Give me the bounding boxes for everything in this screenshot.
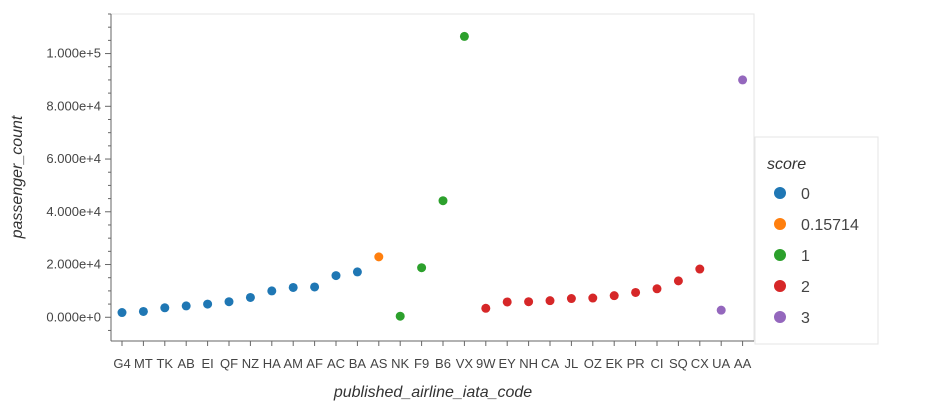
data-point [374,252,384,262]
x-tick-label: EK [606,356,624,371]
x-tick-label: MT [134,356,153,371]
data-point [566,294,576,304]
y-axis: 0.000e+0 2.000e+4 4.000e+4 6.000e+4 8.000e+4… [46,13,112,341]
x-tick-label: B6 [435,356,451,371]
y-axis-title: passenger_count [9,115,26,239]
y-tick-label: 1.000e+5 [46,46,101,61]
x-tick-label: AM [283,356,303,371]
data-point [545,296,555,306]
legend-marker [774,311,786,323]
legend-frame [754,136,879,345]
legend-label: 3 [801,310,810,327]
x-tick-label: TK [156,356,173,371]
x-tick-label: AF [306,356,323,371]
x-tick-label: UA [712,356,730,371]
x-tick-label: AA [734,356,752,371]
legend-items: 0 0.15714 1 2 3 [774,186,859,327]
x-tick-label: NZ [242,356,259,371]
legend-marker [774,280,786,292]
x-tick-label: EY [499,356,517,371]
data-point [138,306,148,316]
data-point [288,282,298,292]
data-point [417,263,427,273]
data-point [352,267,362,277]
data-point [267,286,277,296]
x-tick-label: AS [370,356,388,371]
data-points [117,31,748,321]
x-tick-label: NK [391,356,409,371]
data-point [160,303,170,313]
legend-label: 0.15714 [801,217,859,234]
y-tick-label: 4.000e+4 [46,204,101,219]
data-point [459,31,469,41]
x-axis-title: published_airline_iata_code [333,384,532,401]
x-tick-label: JL [565,356,579,371]
y-tick-label: 6.000e+4 [46,151,101,166]
x-tick-label: SQ [669,356,688,371]
x-tick-label: PR [627,356,645,371]
x-tick-label: 9W [476,356,496,371]
legend-marker [774,249,786,261]
data-point [438,196,448,206]
x-tick-label: AB [178,356,195,371]
data-point [631,287,641,297]
x-tick-label: AC [327,356,345,371]
x-tick-label: QF [220,356,238,371]
data-point [652,284,662,294]
legend-marker [774,187,786,199]
data-point [502,297,512,307]
x-tick-label: NH [519,356,538,371]
x-tick-label: VX [456,356,474,371]
data-point [524,297,534,307]
data-point [588,293,598,303]
y-tick-label: 0.000e+0 [46,309,101,324]
data-point [310,282,320,292]
data-point [203,299,213,309]
data-point [395,311,405,321]
data-point [331,271,341,281]
x-tick-label: CX [691,356,709,371]
legend: score 0 0.15714 1 2 3 [754,136,879,345]
x-tick-label: G4 [113,356,130,371]
x-tick-label: CI [651,356,664,371]
data-point [481,303,491,313]
data-point [117,308,127,318]
x-axis: G4 MT TK AB EI QF NZ HA AM AF AC BA AS NK F9 B6 VX 9W EY NH… [111,340,754,371]
x-tick-label: EI [201,356,213,371]
x-tick-label: BA [349,356,367,371]
x-tick-label: HA [263,356,281,371]
legend-label: 0 [801,186,810,203]
data-point [181,301,191,311]
data-point [609,291,619,301]
data-point [738,75,748,85]
y-tick-label: 8.000e+4 [46,98,101,113]
legend-label: 1 [801,248,810,265]
y-tick-label: 2.000e+4 [46,257,101,272]
x-tick-label: OZ [584,356,602,371]
data-point [695,264,705,274]
x-tick-label: CA [541,356,559,371]
data-point [245,292,255,302]
data-point [673,276,683,286]
legend-title: score [767,156,806,173]
data-point [224,297,234,307]
x-tick-label: F9 [414,356,429,371]
data-point [716,305,726,315]
legend-marker [774,218,786,230]
legend-label: 2 [801,279,810,296]
